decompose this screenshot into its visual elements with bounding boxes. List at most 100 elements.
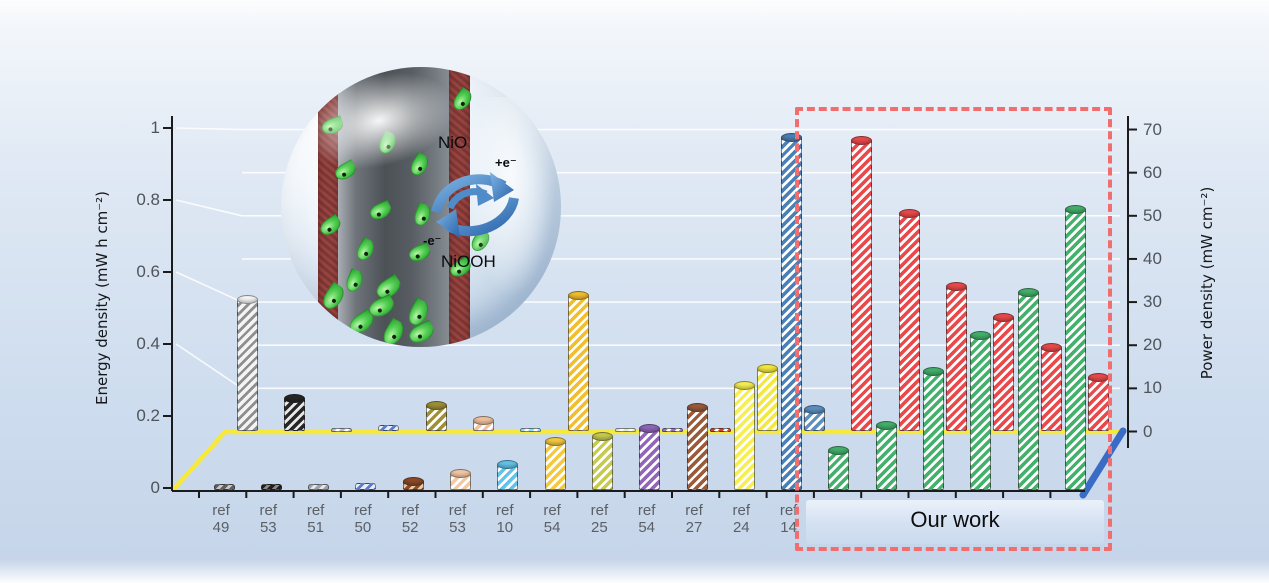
- right-axis-title: Power density (mW cm⁻²): [1198, 186, 1216, 380]
- plus-electron-label: +e⁻: [495, 155, 517, 170]
- right-axis-tick-label: 20: [1143, 335, 1162, 355]
- right-axis-tick-label: 50: [1143, 205, 1162, 225]
- energy-bar-ref-54-cap: [544, 436, 566, 446]
- power-bar-ref-25: [614, 427, 636, 432]
- right-axis-tick-label: 40: [1143, 248, 1162, 268]
- particle-dot: [414, 253, 421, 260]
- power-bar-ref-53: [283, 394, 305, 432]
- power-bar-ref-52-cap: [425, 400, 447, 410]
- energy-bar-ref-52: [402, 476, 424, 490]
- x-axis-category-label: ref 10: [482, 502, 528, 536]
- our-work-label: Our work: [910, 507, 1000, 532]
- energy-bar-ref-50: [355, 482, 377, 490]
- gridline-stub: [175, 343, 243, 390]
- right-axis-tick-label: 30: [1143, 292, 1162, 312]
- power-bar-ref-50: [378, 425, 400, 432]
- energy-bar-ref-54: [544, 436, 566, 490]
- x-axis-label-line: ref: [732, 502, 751, 519]
- energy-bar-ref-25-cap: [591, 431, 613, 441]
- power-bar-ref-52: [425, 400, 447, 432]
- x-axis-label-line: 24: [732, 519, 750, 536]
- energy-bar-ref-53: [260, 484, 282, 490]
- energy-bar-ref-24: [733, 381, 755, 490]
- x-axis-category-label: ref 27: [671, 502, 717, 536]
- gridline-stub: [175, 271, 243, 303]
- power-bar-ref-24-cap: [756, 364, 778, 374]
- our-work-highlight-box: [795, 107, 1112, 551]
- x-axis-label-line: ref: [306, 502, 325, 519]
- power-bar-ref-49: [236, 295, 258, 432]
- x-axis-label-line: 52: [401, 519, 419, 536]
- x-axis-category-label: ref 52: [387, 502, 433, 536]
- x-axis-label-line: ref: [212, 502, 230, 519]
- x-axis-label-line: 54: [543, 519, 561, 536]
- energy-bar-ref-24-cap: [733, 381, 755, 391]
- x-axis-label-line: 50: [354, 519, 372, 536]
- energy-bar-ref-25: [591, 431, 613, 490]
- power-bar-ref-53: [473, 416, 494, 432]
- x-axis-label-line: ref: [448, 502, 467, 519]
- left-axis-tick-label: 0.8: [136, 190, 160, 209]
- left-axis-tick-label: 0.2: [136, 406, 160, 425]
- particle-dot: [416, 334, 423, 340]
- gridline-stub: [175, 127, 243, 131]
- particle-dot: [416, 314, 422, 320]
- power-bar-ref-54-cap: [567, 290, 589, 300]
- power-bar-ref-54: [662, 427, 684, 432]
- x-axis-label-line: 25: [591, 519, 608, 536]
- power-bar-ref-53-cap: [473, 416, 494, 426]
- right-axis-tick-label: 70: [1143, 119, 1162, 139]
- power-bar-ref-10: [520, 427, 542, 432]
- x-axis-category-label: ref 25: [576, 502, 622, 536]
- energy-bar-ref-27-cap: [686, 402, 708, 412]
- niooh-label: NiOOH: [441, 252, 496, 271]
- power-bar-ref-51: [331, 427, 353, 432]
- x-axis-category-label: ref 24: [718, 502, 764, 536]
- x-axis-label-line: 27: [685, 519, 703, 536]
- x-axis-label-line: ref: [401, 502, 419, 519]
- particle-dot: [376, 308, 383, 314]
- x-axis-category-label: ref 54: [624, 502, 670, 536]
- particle-dot: [391, 334, 397, 341]
- particle-dot: [331, 298, 337, 305]
- energy-bar-ref-53-cap: [450, 469, 471, 479]
- minus-electron-label: -e⁻: [423, 233, 442, 248]
- particle-dot: [459, 101, 466, 107]
- inset-redox-sphere: NiO +e⁻ -e⁻ NiOOH: [281, 67, 561, 347]
- left-axis-tick-label: 0.4: [136, 334, 160, 353]
- energy-bar-ref-10-cap: [497, 460, 519, 470]
- x-axis-label-line: ref: [637, 502, 656, 519]
- energy-bar-ref-10: [497, 460, 519, 490]
- power-bar-ref-53-cap: [283, 394, 305, 404]
- right-axis-tick-label: 10: [1143, 378, 1162, 398]
- x-axis-label-line: ref: [259, 502, 278, 519]
- left-axis-tick-label: 1: [150, 118, 160, 137]
- x-axis-label-line: ref: [543, 502, 561, 519]
- power-bar-ref-49-cap: [236, 295, 258, 305]
- left-axis-tick-label: 0: [150, 478, 160, 497]
- redox-cycle-arrows-icon: [431, 172, 519, 238]
- power-bar-ref-54: [567, 290, 589, 432]
- right-axis-tick-label: 60: [1143, 162, 1162, 182]
- x-axis-label-line: 51: [307, 519, 324, 536]
- power-bar-ref-27: [709, 427, 731, 432]
- x-axis-label-line: 10: [496, 519, 514, 536]
- energy-bar-ref-51: [308, 484, 330, 490]
- energy-bar-ref-49: [213, 484, 235, 490]
- x-axis-category-label: ref 54: [529, 502, 575, 536]
- x-axis-label-line: 53: [259, 519, 277, 536]
- particle-dot: [352, 282, 359, 288]
- x-axis-category-label: ref 50: [340, 502, 386, 536]
- particle-dot: [357, 324, 363, 330]
- x-axis-category-label: ref 49: [198, 502, 244, 536]
- particle-dot: [363, 251, 369, 257]
- energy-bar-ref-27: [686, 402, 708, 490]
- particle-dot: [417, 166, 423, 172]
- x-axis-category-label: ref 53: [245, 502, 291, 536]
- x-axis-label-line: ref: [354, 502, 372, 519]
- left-axis-title: Energy density (mW h cm⁻²): [93, 190, 111, 406]
- left-axis-tick-label: 0.6: [136, 262, 160, 281]
- particle-dot: [326, 227, 333, 233]
- x-axis-category-label: ref 51: [293, 502, 339, 536]
